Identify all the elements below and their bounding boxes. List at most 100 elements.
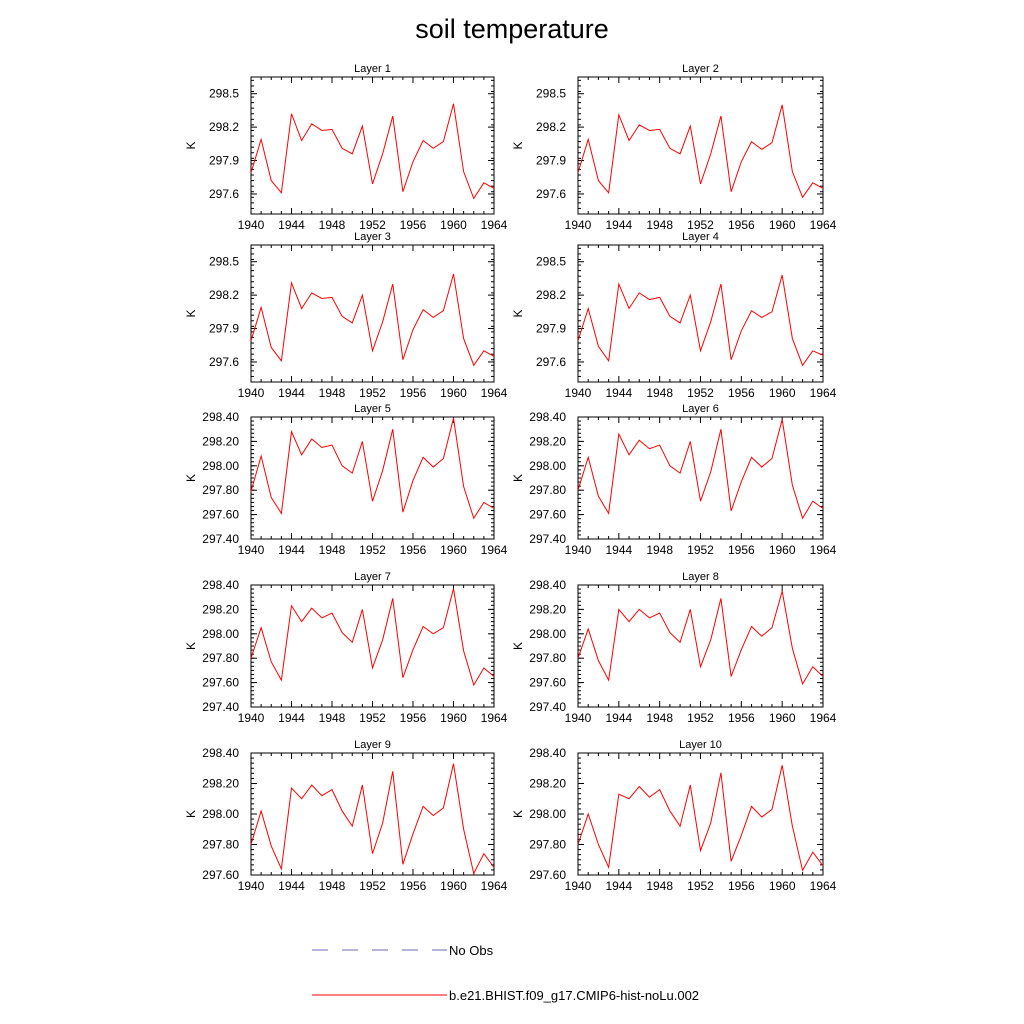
x-tick-label: 1964 [481,218,508,232]
y-tick-label: 298.40 [202,578,239,592]
y-tick-label: 298.40 [202,746,239,760]
series-line-model [577,104,824,199]
x-tick-label: 1948 [646,543,673,557]
x-tick-label: 1940 [565,711,592,725]
y-tick-label: 297.9 [209,322,239,336]
x-tick-label: 1960 [769,386,796,400]
y-tick-label: 297.80 [202,838,239,852]
x-tick-label: 1948 [319,879,346,893]
y-tick-label: 298.2 [536,120,566,134]
x-tick-label: 1952 [687,879,714,893]
x-tick-label: 1952 [687,218,714,232]
x-tick-label: 1948 [646,711,673,725]
x-tick-label: 1944 [278,879,305,893]
x-tick-label: 1944 [278,543,305,557]
x-tick-label: 1952 [359,386,386,400]
y-tick-label: 298.5 [536,255,566,269]
panel-title: Layer 2 [682,63,719,75]
y-tick-label: 298.20 [529,434,566,448]
x-tick-label: 1956 [400,218,427,232]
y-tick-label: 297.9 [536,322,566,336]
x-tick-label: 1956 [400,711,427,725]
panel-title: Layer 1 [354,63,391,75]
y-tick-label: 298.40 [529,410,566,424]
panel-title: Layer 5 [354,403,391,415]
y-tick-label: 297.80 [529,483,566,497]
chart-panel-3: Layer 3 K 1940 1944 1948 1952 1956 1960 1964 297.… [184,231,508,400]
y-tick-label: 297.60 [202,508,239,522]
page-title: soil temperature [415,14,609,44]
y-tick-label: 297.60 [202,868,239,882]
series-line-model [577,419,824,520]
chart-panel-10: Layer 10 K 1940 1944 1948 1952 1956 1960 1964 297… [511,739,837,893]
y-tick-label: 297.40 [529,532,566,546]
panel-title: Layer 7 [354,571,391,583]
x-tick-label: 1964 [810,711,837,725]
x-tick-label: 1960 [769,711,796,725]
x-tick-label: 1964 [810,879,837,893]
x-tick-label: 1944 [605,386,632,400]
y-tick-label: 297.80 [529,838,566,852]
panel-title: Layer 10 [679,739,722,751]
x-tick-label: 1956 [728,711,755,725]
y-tick-label: 297.6 [209,355,239,369]
x-tick-label: 1952 [359,711,386,725]
x-tick-label: 1948 [646,218,673,232]
charts-layer: Layer 1 K 1940 1944 1948 1952 1956 1960 1964 297.… [184,63,837,893]
panel-title: Layer 8 [682,571,719,583]
y-tick-label: 297.9 [536,154,566,168]
x-tick-label: 1948 [319,386,346,400]
panel-title: Layer 3 [354,231,391,243]
x-tick-label: 1940 [238,543,265,557]
x-tick-label: 1964 [481,386,508,400]
x-tick-label: 1956 [728,879,755,893]
y-tick-label: 297.60 [529,508,566,522]
x-tick-label: 1964 [810,543,837,557]
y-axis-label: K [184,810,198,818]
y-tick-label: 297.9 [209,154,239,168]
chart-panel-9: Layer 9 K 1940 1944 1948 1952 1956 1960 1964 297.… [184,739,508,893]
series-line-model [577,274,824,367]
panel-title: Layer 6 [682,403,719,415]
plot-frame [577,416,824,540]
x-tick-label: 1944 [605,879,632,893]
y-tick-label: 298.00 [202,807,239,821]
panel-title: Layer 4 [682,231,719,243]
y-axis-label: K [511,309,525,317]
x-tick-label: 1944 [605,543,632,557]
y-tick-label: 297.60 [529,868,566,882]
x-tick-label: 1956 [728,543,755,557]
x-tick-label: 1944 [278,386,305,400]
x-tick-label: 1944 [605,218,632,232]
chart-panel-8: Layer 8 K 1940 1944 1948 1952 1956 1960 1964 297.… [511,571,837,725]
x-tick-label: 1960 [440,386,467,400]
x-tick-label: 1960 [440,711,467,725]
x-tick-label: 1948 [319,711,346,725]
y-tick-label: 297.80 [202,651,239,665]
x-tick-label: 1960 [769,218,796,232]
y-tick-label: 298.20 [529,777,566,791]
series-line-model [250,588,495,687]
plot-frame [250,584,495,708]
x-tick-label: 1960 [440,879,467,893]
series-line-model [250,103,495,200]
x-tick-label: 1940 [565,386,592,400]
legend-label-no-obs: No Obs [449,943,494,958]
chart-panel-5: Layer 5 K 1940 1944 1948 1952 1956 1960 1964 297.… [184,403,508,557]
legend-label-model: b.e21.BHIST.f09_g17.CMIP6-hist-noLu.002 [449,988,699,1003]
chart-panel-4: Layer 4 K 1940 1944 1948 1952 1956 1960 1964 297.… [511,231,837,400]
chart-panel-2: Layer 2 K 1940 1944 1948 1952 1956 1960 1964 297.… [511,63,837,232]
x-tick-label: 1940 [565,543,592,557]
series-line-model [577,590,824,686]
y-tick-label: 298.2 [536,288,566,302]
x-tick-label: 1960 [440,218,467,232]
x-tick-label: 1940 [238,386,265,400]
x-tick-label: 1940 [565,879,592,893]
y-tick-label: 298.00 [529,807,566,821]
x-tick-label: 1964 [481,879,508,893]
y-axis-label: K [184,309,198,317]
x-tick-label: 1964 [481,711,508,725]
plot-frame [577,752,824,876]
x-tick-label: 1964 [481,543,508,557]
x-tick-label: 1948 [319,218,346,232]
